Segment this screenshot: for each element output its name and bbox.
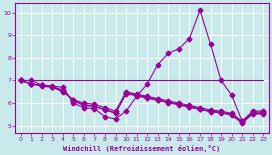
X-axis label: Windchill (Refroidissement éolien,°C): Windchill (Refroidissement éolien,°C) [63, 144, 221, 152]
